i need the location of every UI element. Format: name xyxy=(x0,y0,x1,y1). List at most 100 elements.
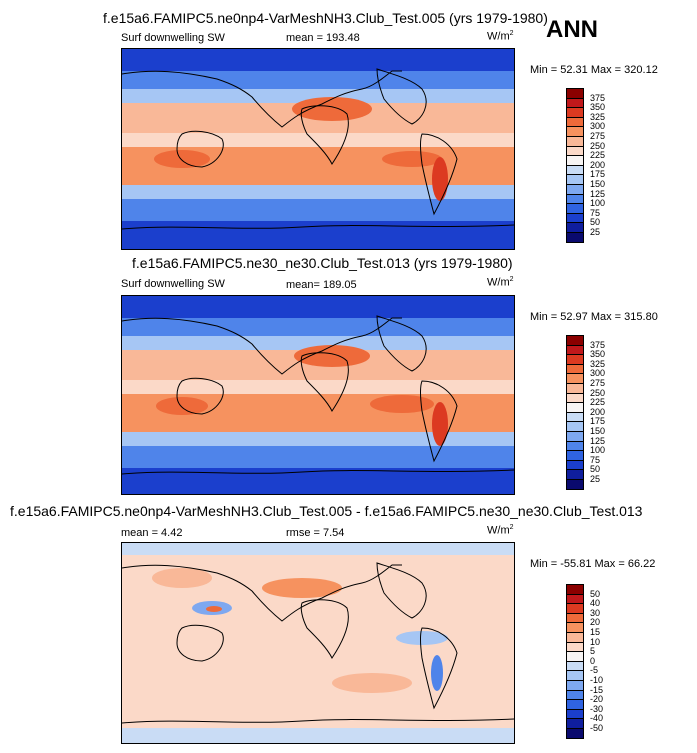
colorbar-tick-label: -50 xyxy=(590,723,604,733)
colorbar-tick-label: 5 xyxy=(590,646,596,657)
colorbar-cell xyxy=(566,232,584,243)
panel3-map xyxy=(121,542,515,744)
panel1-mean-label: mean = 193.48 xyxy=(286,32,360,44)
colorbar-tick-label: 300 xyxy=(590,121,606,132)
colorbar-tick-label: 20 xyxy=(590,617,601,628)
colorbar-tick-label: 200 xyxy=(590,159,606,170)
panel1-coast-eurasia xyxy=(122,70,402,128)
panel1-hotspot-andes xyxy=(432,157,448,201)
colorbar-tick-label: 50 xyxy=(590,217,601,228)
panel3-colorbar: 50 40 30 20 15 10 5 0 -5 -10 -15 -20 -30 -40 -50 xyxy=(566,584,626,739)
panel1-colorbar: 375 350 325 300 275 250 225 200 175 150 125 100 75 50… xyxy=(566,88,626,243)
panel1-band-south-sub xyxy=(122,185,514,199)
panel1-hotspot-sahara xyxy=(292,97,372,121)
panel2-colorbar: 375 350 325 300 275 250 225 200 175 150 125 100 75 50… xyxy=(566,335,626,490)
panel2-coast-north-america xyxy=(376,315,427,372)
colorbar-tick-label: -15 xyxy=(590,684,604,695)
panel1-map-svg xyxy=(122,49,514,249)
colorbar-tick-label: 250 xyxy=(590,140,606,151)
colorbar-cell xyxy=(566,728,584,739)
panel1-band-south-mid xyxy=(122,199,514,221)
season-label: ANN xyxy=(546,16,598,43)
colorbar-tick-label: 300 xyxy=(590,368,606,379)
panel1-minmax: Min = 52.31 Max = 320.12 xyxy=(530,64,658,76)
panel3-anomaly-siberia xyxy=(152,568,212,588)
panel1-coast-africa xyxy=(300,105,349,165)
colorbar-tick-label: 0 xyxy=(590,655,596,666)
colorbar-tick-label: 225 xyxy=(590,397,606,408)
panel2-coastlines xyxy=(122,315,514,475)
panel1-variable-label: Surf downwelling SW xyxy=(121,32,225,44)
panel2-band-north-sub xyxy=(122,336,514,350)
panel2-coast-south-america xyxy=(420,380,458,463)
panel3-units: W/m2 xyxy=(487,524,514,537)
panel3-coast-eurasia xyxy=(122,564,402,622)
panel1-hotspot-pacific xyxy=(382,151,442,167)
panel1-band-itcz xyxy=(122,133,514,147)
panel3-coast-australia xyxy=(176,624,224,662)
panel2-coast-antarctica xyxy=(122,469,514,475)
colorbar-tick-label: 40 xyxy=(590,598,601,609)
panel3-anomaly-india-core xyxy=(206,606,222,612)
panel2-band-south-sub xyxy=(122,432,514,446)
colorbar-tick-label: 150 xyxy=(590,426,606,436)
panel2-mean-label: mean= 189.05 xyxy=(286,279,357,291)
panel3-coast-antarctica xyxy=(122,718,514,724)
panel3-anomaly-east-pacific xyxy=(396,631,448,645)
panel2-band-itcz xyxy=(122,380,514,394)
panel2-coast-eurasia xyxy=(122,317,402,375)
colorbar-tick-label: -20 xyxy=(590,694,604,705)
colorbar-tick-label: 50 xyxy=(590,464,601,475)
panel2-units: W/m2 xyxy=(487,276,514,289)
colorbar-cell xyxy=(566,479,584,490)
colorbar-tick-label: 25 xyxy=(590,227,601,237)
panel2-hotspot-sahara xyxy=(294,345,370,367)
panel3-minmax: Min = -55.81 Max = 66.22 xyxy=(530,558,656,570)
panel3-band-antarctic xyxy=(122,728,514,743)
colorbar-tick-label: 175 xyxy=(590,169,606,180)
panel2-map xyxy=(121,295,515,495)
colorbar-tick-label: -40 xyxy=(590,713,604,724)
colorbar-tick-label: 125 xyxy=(590,435,606,446)
panel3-coast-africa xyxy=(300,599,349,659)
panel3-rmse-label: rmse = 7.54 xyxy=(286,527,345,539)
colorbar-tick-label: 350 xyxy=(590,349,606,360)
panel1-hotspot-australia xyxy=(154,150,210,168)
panel1-units: W/m2 xyxy=(487,30,514,43)
colorbar-tick-label: 325 xyxy=(590,111,606,122)
panel1-coast-north-america xyxy=(376,68,427,125)
colorbar-tick-label: -30 xyxy=(590,703,604,714)
panel2-hotspot-pacific xyxy=(370,395,434,413)
colorbar-tick-label: -10 xyxy=(590,675,604,685)
colorbar-tick-label: 375 xyxy=(590,339,606,350)
panel1-coastlines xyxy=(122,68,514,230)
colorbar-tick-label: 125 xyxy=(590,188,606,199)
panel1-title: f.e15a6.FAMIPC5.ne0np4-VarMeshNH3.Club_T… xyxy=(103,10,548,26)
colorbar-tick-label: 375 xyxy=(590,92,606,103)
colorbar-tick-label: 75 xyxy=(590,454,601,465)
panel3-anomaly-south-pacific xyxy=(332,673,412,693)
colorbar-tick-label: 30 xyxy=(590,607,601,618)
panel3-band-arctic xyxy=(122,543,514,555)
panel1-coast-australia xyxy=(176,130,224,168)
panel2-hotspot-andes xyxy=(432,402,448,446)
panel3-anomaly-andes xyxy=(431,655,443,691)
colorbar-tick-label: 325 xyxy=(590,358,606,369)
panel3-coastlines xyxy=(122,562,514,724)
panel3-title: f.e15a6.FAMIPC5.ne0np4-VarMeshNH3.Club_T… xyxy=(10,503,643,519)
panel2-variable-label: Surf downwelling SW xyxy=(121,278,225,290)
panel2-coast-africa xyxy=(300,352,349,412)
panel2-coast-australia xyxy=(176,377,224,415)
colorbar-tick-label: 25 xyxy=(590,474,601,484)
panel2-hotspot-australia xyxy=(156,397,208,415)
panel2-minmax: Min = 52.97 Max = 315.80 xyxy=(530,311,658,323)
colorbar-tick-label: 75 xyxy=(590,207,601,218)
panel1-band-antarctic xyxy=(122,221,514,249)
panel2-title: f.e15a6.FAMIPC5.ne30_ne30.Club_Test.013 … xyxy=(132,255,513,271)
panel3-mean-label: mean = 4.42 xyxy=(121,527,183,539)
panel1-coast-south-america xyxy=(420,133,458,216)
panel1-band-north-sub xyxy=(122,89,514,103)
colorbar-tick-label: 275 xyxy=(590,378,606,388)
panel1-band-north-mid xyxy=(122,71,514,89)
colorbar-tick-label: 15 xyxy=(590,627,601,637)
